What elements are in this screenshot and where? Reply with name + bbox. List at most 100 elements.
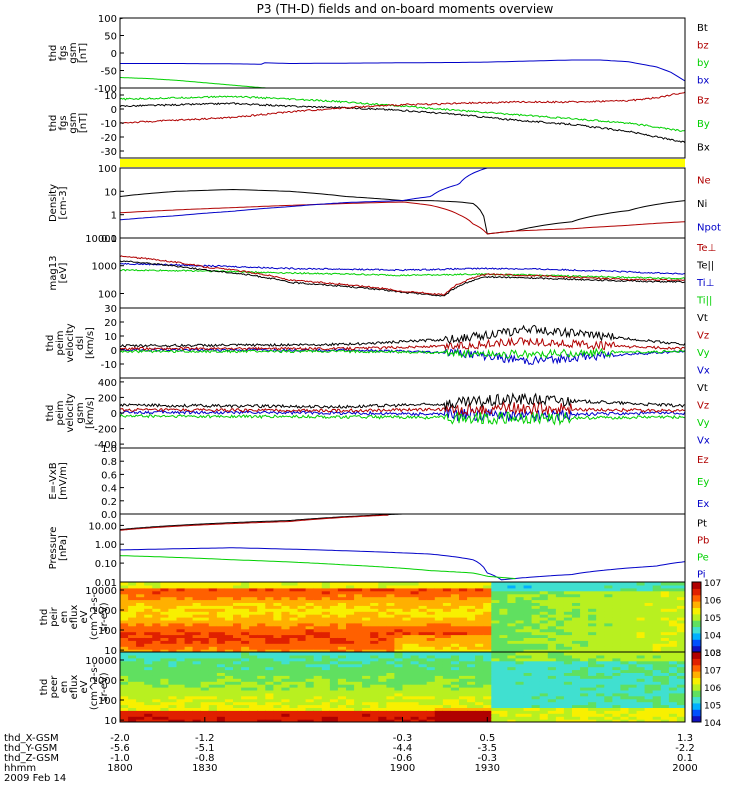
colorbar-tick-label: 105	[704, 614, 721, 624]
colorbar-swatch	[692, 658, 701, 666]
heatmap-cell	[394, 637, 404, 641]
heatmap-cell	[346, 643, 355, 647]
heatmap-cell	[346, 689, 355, 694]
heatmap-cell	[620, 625, 630, 630]
heatmap-cell	[321, 622, 331, 627]
heatmap-cell	[491, 701, 500, 706]
heatmap-cell	[499, 689, 509, 694]
heatmap-cell	[475, 646, 484, 650]
heatmap-cell	[257, 646, 266, 650]
heatmap-cell	[313, 637, 323, 641]
heatmap-cell	[281, 692, 291, 697]
heatmap-cell	[580, 692, 589, 697]
heatmap-cell	[152, 660, 161, 665]
heatmap-cell	[224, 698, 234, 703]
heatmap-cell	[321, 602, 331, 606]
heatmap-cell	[499, 587, 509, 592]
heatmap-cell	[184, 695, 194, 700]
heatmap-cell	[362, 701, 371, 706]
heatmap-cell	[370, 684, 379, 688]
heatmap-cell	[370, 582, 379, 586]
heatmap-cell	[136, 637, 145, 641]
heatmap-cell	[176, 681, 186, 685]
heatmap-cell	[644, 646, 654, 650]
heatmap-cell	[652, 643, 662, 647]
series-group	[120, 514, 685, 581]
heatmap-cell	[676, 614, 685, 618]
heatmap-cell	[434, 652, 444, 656]
heatmap-cell	[515, 654, 525, 659]
heatmap-cell	[539, 689, 549, 694]
heatmap-cell	[572, 628, 581, 633]
heatmap-cell	[136, 625, 145, 630]
heatmap-cell	[346, 614, 355, 618]
heatmap-cell	[563, 590, 573, 595]
heatmap-cell	[265, 657, 274, 662]
heatmap-cell	[120, 614, 129, 618]
heatmap-cell	[305, 684, 315, 688]
heatmap-cell	[491, 657, 500, 662]
heatmap-cell	[378, 619, 387, 624]
heatmap-cell	[467, 719, 476, 722]
heatmap-cell	[450, 669, 460, 673]
heatmap-cell	[628, 646, 638, 650]
heatmap-cell	[450, 666, 460, 671]
legend-label: Pe	[697, 553, 709, 564]
heatmap-cell	[442, 596, 452, 601]
heatmap-cell	[241, 669, 250, 673]
heatmap-cell	[176, 646, 186, 650]
heatmap-cell	[257, 687, 266, 691]
heatmap-cell	[281, 643, 291, 647]
heatmap-cell	[612, 654, 622, 659]
heatmap-cell	[192, 619, 202, 624]
heatmap-cell	[136, 608, 145, 612]
heatmap-cell	[612, 719, 622, 722]
heatmap-cell	[588, 654, 597, 659]
heatmap-cell	[555, 660, 565, 665]
heatmap-cell	[346, 649, 355, 652]
heatmap-cell	[313, 716, 323, 720]
heatmap-cell	[475, 672, 484, 676]
heatmap-cell	[168, 617, 178, 621]
heatmap-cell	[676, 622, 685, 627]
heatmap-cell	[620, 593, 630, 598]
heatmap-cell	[652, 654, 662, 659]
heatmap-cell	[612, 701, 622, 706]
heatmap-cell	[515, 602, 525, 606]
heatmap-cell	[136, 652, 145, 656]
heatmap-cell	[386, 687, 396, 691]
heatmap-cell	[249, 649, 258, 652]
heatmap-cell	[644, 707, 654, 711]
heatmap-cell	[265, 593, 274, 598]
heatmap-cell	[652, 657, 662, 662]
heatmap-cell	[362, 582, 371, 586]
heatmap-cell	[442, 587, 452, 592]
heatmap-cell	[257, 593, 266, 598]
heatmap-cell	[289, 695, 299, 700]
heatmap-cell	[329, 716, 339, 720]
heatmap-cell	[152, 701, 161, 706]
heatmap-cell	[265, 684, 274, 688]
heatmap-cell	[588, 669, 597, 673]
heatmap-cell	[604, 675, 613, 679]
x-row-value: -0.8	[195, 753, 215, 764]
heatmap-cell	[305, 593, 315, 598]
heatmap-cell	[273, 719, 283, 722]
heatmap-cell	[370, 608, 379, 612]
heatmap-cell	[120, 687, 129, 691]
heatmap-cell	[539, 695, 549, 700]
heatmap-cell	[176, 701, 186, 706]
heatmap-cell	[313, 614, 323, 618]
heatmap-cell	[224, 646, 234, 650]
heatmap-cell	[644, 625, 654, 630]
heatmap-cell	[249, 637, 258, 641]
heatmap-cell	[386, 625, 396, 630]
heatmap-cell	[144, 704, 153, 708]
heatmap-cell	[459, 701, 468, 706]
heatmap-cell	[249, 707, 258, 711]
heatmap-cell	[144, 593, 153, 598]
heatmap-cell	[329, 713, 339, 717]
heatmap-cell	[233, 716, 242, 720]
heatmap-cell	[289, 596, 299, 601]
heatmap-cell	[192, 701, 202, 706]
